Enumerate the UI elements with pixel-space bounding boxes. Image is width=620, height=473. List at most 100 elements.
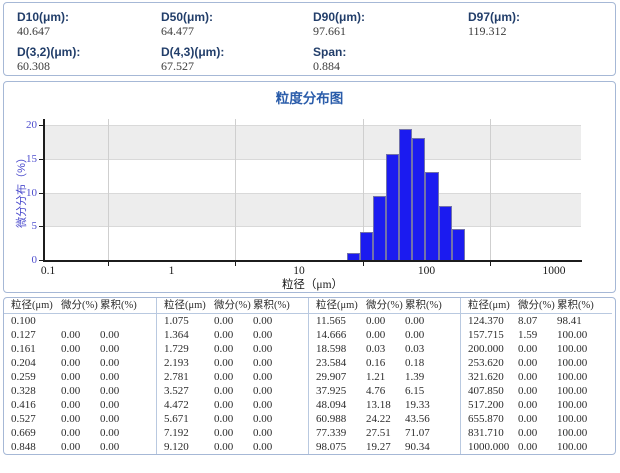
cell-size: 0.100 <box>11 315 36 327</box>
cell-cum: 100.00 <box>557 343 588 355</box>
cell-diff: 0.16 <box>366 357 386 369</box>
cell-cum: 71.07 <box>405 427 430 439</box>
table-header-cell: 累积(%) <box>557 300 594 311</box>
cell-cum: 0.00 <box>253 399 273 411</box>
table-row: 60.988 24.22 43.56 <box>316 412 460 426</box>
x-tick-mark <box>362 261 364 266</box>
cell-cum: 90.34 <box>405 441 430 453</box>
table-row: 0.127 0.00 0.00 <box>11 328 156 342</box>
cell-diff: 0.00 <box>61 357 81 369</box>
cell-diff: 0.00 <box>518 357 538 369</box>
table-row: 0.100 <box>11 314 156 328</box>
cell-cum: 0.00 <box>253 343 273 355</box>
cell-diff: 24.22 <box>366 413 391 425</box>
cell-cum: 0.00 <box>253 371 273 383</box>
cell-diff: 0.03 <box>366 343 386 355</box>
y-tick-label: 10 <box>26 186 37 199</box>
table-row: 2.193 0.00 0.00 <box>164 356 308 370</box>
table-row: 29.907 1.21 1.39 <box>316 370 460 384</box>
stat-item: D90(μm): 97.661 <box>313 10 468 39</box>
distribution-bar <box>451 229 465 261</box>
cell-cum <box>100 314 156 328</box>
table-row: 0.204 0.00 0.00 <box>11 356 156 370</box>
x-axis-line <box>43 260 582 262</box>
table-row: 77.339 27.51 71.07 <box>316 426 460 440</box>
cell-diff: 0.00 <box>61 427 81 439</box>
cell-cum: 0.00 <box>100 385 120 397</box>
cell-size: 48.094 <box>316 399 347 411</box>
cell-diff: 0.00 <box>61 399 81 411</box>
cell-cum: 6.15 <box>405 385 425 397</box>
x-tick-label: 1000 <box>542 265 566 277</box>
chart-title: 粒度分布图 <box>275 91 344 106</box>
table-row: 0.328 0.00 0.00 <box>11 384 156 398</box>
table-row: 48.094 13.18 19.33 <box>316 398 460 412</box>
table-row: 0.416 0.00 0.00 <box>11 398 156 412</box>
cell-size: 9.120 <box>164 441 189 453</box>
table-row: 1.729 0.00 0.00 <box>164 342 308 356</box>
cell-diff: 0.00 <box>214 343 234 355</box>
cell-size: 0.127 <box>11 329 36 341</box>
x-gridline <box>362 119 364 261</box>
y-gridline <box>44 125 581 126</box>
y-gridline <box>44 158 581 160</box>
cell-cum: 43.56 <box>405 413 430 425</box>
table-row: 1.075 0.00 0.00 <box>164 314 308 328</box>
y-tick-label: 0 <box>31 254 38 266</box>
table-group: 粒径(μm) 微分(%) 累积(%) 0.100 0.127 0.00 0.00 0.161 0… <box>4 298 156 454</box>
cell-diff: 0.00 <box>214 441 234 453</box>
x-tick-label: 0.1 <box>40 265 56 277</box>
cell-cum: 0.00 <box>253 329 273 341</box>
cell-diff: 0.00 <box>214 315 234 327</box>
stats-panel: D10(μm): 40.647 D50(μm): 64.477 D90(μm): 97.6… <box>3 2 616 76</box>
cell-cum: 0.00 <box>253 357 273 369</box>
y-tick-mark <box>39 125 43 126</box>
cell-diff: 19.27 <box>366 441 391 453</box>
stat-item: D97(μm): 119.312 <box>468 10 615 39</box>
cell-diff: 8.07 <box>518 315 538 327</box>
table-group: 粒径(μm) 微分(%) 累积(%) 11.565 0.00 0.00 14.666 0.00… <box>308 298 460 454</box>
cell-size: 18.598 <box>316 343 347 355</box>
plot-area: 微分分布（%） 0 5 10 15 20 0.1 1 10 100 1000 <box>16 119 582 277</box>
cell-size: 0.416 <box>11 399 36 411</box>
cell-size: 1000.000 <box>468 441 510 453</box>
stat-label: Span: <box>313 45 347 59</box>
cell-diff: 0.00 <box>61 385 81 397</box>
table-groups: 粒径(μm) 微分(%) 累积(%) 0.100 0.127 0.00 0.00 0.16 1 0… <box>4 298 615 454</box>
cell-size: 200.000 <box>468 343 504 355</box>
chart-panel: 粒度分布图 微分分布（%） 0 5 10 15 20 0.1 1 10 100 1000 粒径（μ… <box>3 81 616 293</box>
cell-diff: 1.59 <box>518 329 538 341</box>
table-row: 4.472 0.00 0.00 <box>164 398 308 412</box>
stat-item: Span: 0.884 <box>313 45 468 74</box>
x-tick-mark <box>107 261 109 266</box>
table-row: 124.370 8.07 98.41 <box>468 314 612 328</box>
cell-cum: 100.00 <box>557 427 588 439</box>
cell-size: 2.193 <box>164 357 189 369</box>
cell-size: 0.848 <box>11 441 36 453</box>
cell-cum: 1.39 <box>405 371 425 383</box>
stat-label: D50(μm): <box>161 10 214 24</box>
cell-diff: 0.00 <box>214 385 234 397</box>
cell-cum: 100.00 <box>557 329 588 341</box>
x-tick-mark <box>490 261 492 266</box>
distribution-bar <box>412 138 426 261</box>
cell-size: 14.666 <box>316 329 347 341</box>
cell-cum: 0.00 <box>100 413 120 425</box>
x-gridline <box>490 119 492 261</box>
cell-size: 5.671 <box>164 413 189 425</box>
cell-size: 37.925 <box>316 385 347 397</box>
cell-cum: 0.00 <box>100 329 120 341</box>
table-header-cell: 累积(%) <box>405 300 442 311</box>
stat-label: D(4,3)(μm): <box>161 45 225 59</box>
table-header-row: 粒径(μm) 微分(%) 累积(%) <box>309 300 460 314</box>
cell-size: 831.710 <box>468 427 504 439</box>
cell-diff: 0.00 <box>214 427 234 439</box>
cell-size: 3.527 <box>164 385 189 397</box>
cell-diff: 0.00 <box>61 413 81 425</box>
cell-cum: 100.00 <box>557 371 588 383</box>
y-tick-mark <box>39 158 43 160</box>
table-header-cell: 微分(%) <box>61 300 98 311</box>
cell-size: 77.339 <box>316 427 347 439</box>
cell-size: 407.850 <box>468 385 504 397</box>
cell-size: 7.192 <box>164 427 189 439</box>
